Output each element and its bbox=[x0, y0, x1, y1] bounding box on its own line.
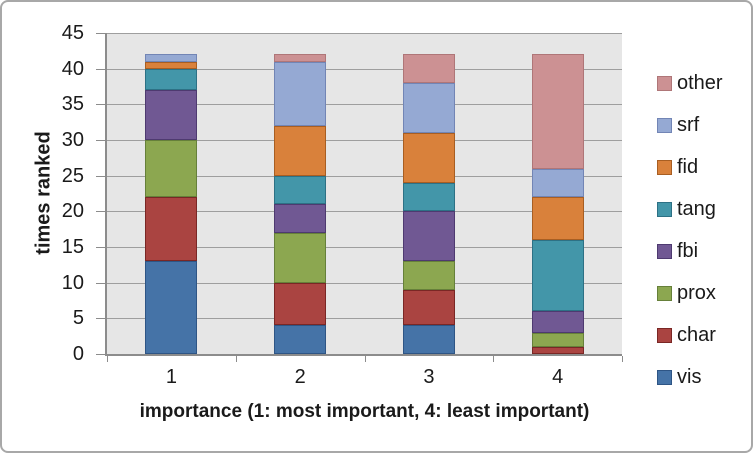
bar-segment-2-fbi bbox=[274, 204, 327, 233]
y-tick-mark-0 bbox=[96, 354, 105, 355]
y-tick-mark-30 bbox=[96, 140, 105, 141]
bar-segment-1-srf bbox=[145, 54, 198, 62]
bar-segment-4-tang bbox=[531, 239, 584, 312]
bar-segment-3-srf bbox=[402, 82, 455, 133]
x-tick-mark-3 bbox=[493, 356, 495, 362]
legend-item-fid: fid bbox=[657, 146, 723, 188]
bar-segment-2-vis bbox=[274, 325, 327, 354]
y-gridline-25 bbox=[107, 175, 622, 177]
y-tick-label-10: 10 bbox=[61, 271, 84, 294]
y-gridline-35 bbox=[107, 104, 622, 106]
bar-segment-4-fid bbox=[531, 197, 584, 240]
bar-segment-1-fid bbox=[145, 61, 198, 69]
bar-segment-3-fid bbox=[402, 132, 455, 183]
x-tick-mark-0 bbox=[107, 356, 108, 362]
x-tick-mark-1 bbox=[235, 356, 237, 362]
bar-segment-1-vis bbox=[145, 261, 198, 354]
legend-item-vis: vis bbox=[657, 356, 723, 398]
legend-label-tang: tang bbox=[677, 198, 716, 220]
bar-segment-2-tang bbox=[274, 175, 327, 205]
y-tick-label-20: 20 bbox=[61, 200, 84, 223]
x-category-label-1: 1 bbox=[165, 366, 177, 388]
bar-segment-2-fid bbox=[274, 125, 327, 176]
bar-segment-2-srf bbox=[274, 61, 327, 126]
y-tick-label-45: 45 bbox=[61, 22, 84, 44]
bar-segment-1-char bbox=[145, 197, 198, 262]
y-tick-label-40: 40 bbox=[61, 57, 84, 80]
y-tick-label-5: 5 bbox=[72, 307, 84, 330]
y-tick-mark-15 bbox=[96, 247, 105, 248]
bar-segment-4-other bbox=[531, 54, 584, 169]
bar-segment-4-fbi bbox=[531, 311, 584, 333]
legend-item-fbi: fbi bbox=[657, 230, 723, 272]
y-axis-line bbox=[105, 33, 107, 356]
legend-swatch-fbi bbox=[657, 243, 672, 259]
bar-segment-3-vis bbox=[402, 325, 455, 354]
y-tick-label-15: 15 bbox=[61, 236, 84, 258]
y-tick-mark-45 bbox=[96, 33, 105, 34]
bar-segment-3-char bbox=[402, 289, 455, 326]
y-tick-mark-35 bbox=[96, 104, 105, 106]
legend-swatch-prox bbox=[657, 285, 672, 301]
x-category-label-4: 4 bbox=[552, 366, 564, 388]
legend: other srf fid tang fbi prox char vis bbox=[657, 62, 723, 398]
y-gridline-45 bbox=[107, 33, 622, 34]
y-tick-mark-25 bbox=[96, 175, 105, 177]
legend-label-vis: vis bbox=[677, 366, 702, 388]
bar-segment-2-other bbox=[274, 54, 327, 62]
legend-item-char: char bbox=[657, 314, 723, 356]
x-category-label-2: 2 bbox=[294, 366, 306, 388]
y-tick-label-35: 35 bbox=[61, 93, 84, 116]
y-tick-mark-20 bbox=[96, 211, 105, 213]
bar-segment-2-prox bbox=[274, 232, 327, 283]
y-gridline-15 bbox=[107, 247, 622, 248]
legend-label-fbi: fbi bbox=[677, 240, 699, 262]
x-axis-title: importance (1: most important, 4: least … bbox=[139, 401, 590, 422]
bar-segment-1-tang bbox=[145, 68, 198, 91]
bar-segment-4-char bbox=[531, 346, 584, 354]
y-tick-label-30: 30 bbox=[61, 129, 84, 151]
bar-segment-1-prox bbox=[145, 140, 198, 198]
y-gridline-30 bbox=[107, 140, 622, 141]
legend-swatch-tang bbox=[657, 201, 672, 217]
legend-swatch-char bbox=[657, 327, 672, 343]
legend-swatch-other bbox=[657, 75, 672, 91]
y-tick-mark-5 bbox=[96, 318, 105, 320]
legend-label-srf: srf bbox=[677, 114, 700, 136]
bar-segment-1-fbi bbox=[145, 90, 198, 140]
legend-item-srf: srf bbox=[657, 104, 723, 146]
y-tick-mark-10 bbox=[96, 282, 105, 284]
y-tick-label-25: 25 bbox=[61, 164, 84, 187]
y-gridline-10 bbox=[107, 282, 622, 284]
bar-segment-3-tang bbox=[402, 182, 455, 212]
legend-swatch-vis bbox=[657, 369, 672, 385]
y-tick-label-0: 0 bbox=[72, 343, 84, 365]
x-tick-mark-2 bbox=[364, 356, 366, 362]
legend-item-other: other bbox=[657, 62, 723, 104]
bar-segment-3-prox bbox=[402, 261, 455, 290]
legend-swatch-srf bbox=[657, 117, 672, 133]
bar-segment-3-fbi bbox=[402, 211, 455, 262]
x-category-label-3: 3 bbox=[423, 366, 435, 388]
y-gridline-20 bbox=[107, 211, 622, 213]
legend-item-tang: tang bbox=[657, 188, 723, 230]
legend-label-char: char bbox=[677, 324, 716, 346]
legend-label-fid: fid bbox=[677, 156, 699, 178]
y-tick-mark-40 bbox=[96, 68, 105, 70]
x-axis-line bbox=[105, 354, 622, 356]
x-tick-mark-4 bbox=[622, 356, 623, 362]
y-gridline-5 bbox=[107, 318, 622, 320]
bar-segment-4-srf bbox=[531, 168, 584, 198]
legend-label-prox: prox bbox=[677, 282, 716, 304]
legend-swatch-fid bbox=[657, 159, 672, 175]
legend-item-prox: prox bbox=[657, 272, 723, 314]
bar-segment-3-other bbox=[402, 54, 455, 83]
y-gridline-40 bbox=[107, 68, 622, 70]
bar-segment-2-char bbox=[274, 282, 327, 326]
y-axis-title: times ranked bbox=[32, 131, 55, 255]
legend-label-other: other bbox=[677, 72, 723, 94]
bar-segment-4-prox bbox=[531, 332, 584, 347]
